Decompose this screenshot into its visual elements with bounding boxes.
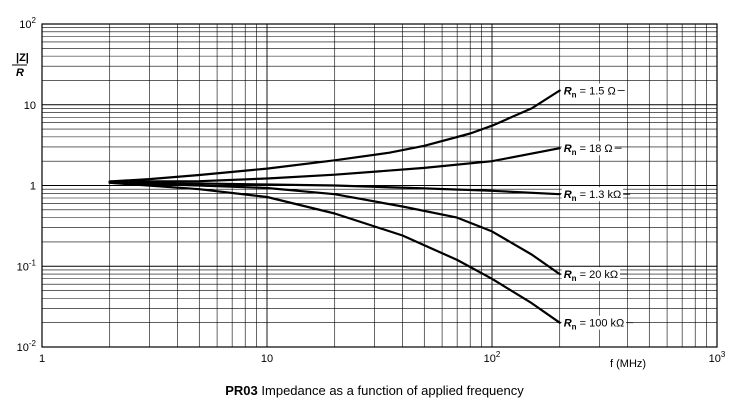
series-label: Rn = 18 Ω [561,141,622,157]
chart-caption: PR03 Impedance as a function of applied … [0,383,749,398]
series-line [108,181,561,324]
plot-frame [41,23,718,348]
series-label-background [561,187,624,202]
series-label: Rn = 1.5 Ω [561,83,625,100]
grid-layer [41,24,717,348]
series-label-background [561,267,621,282]
series-label-text: Rn = 100 kΩ [564,318,625,332]
series-label-text: Rn = 20 kΩ [564,269,618,283]
x-tick-label: 102 [484,350,501,365]
series-label: Rn = 100 kΩ [561,315,634,332]
series-line [108,181,561,196]
y-tick-label: 10-1 [17,258,37,273]
y-tick-label: 1 [30,181,36,193]
series-label-background [561,83,618,98]
y-tick-label: 102 [19,16,36,31]
caption-text: Impedance as a function of applied frequ… [257,383,524,398]
series-label: Rn = 1.3 kΩ [561,187,631,203]
series-label-background [561,315,627,330]
series-layer [108,89,561,324]
series-line [108,181,561,276]
x-tick-label: 10 [261,353,273,365]
x-tick-label: 103 [709,350,726,365]
tick-labels: 1 10 102 103 10-2 10-1 1 10 102 [17,16,726,365]
axis-labels: |Z| R f (MHz) [12,52,646,370]
caption-code: PR03 [225,383,258,398]
y-tick-label: 10 [24,100,36,112]
series-label-text: Rn = 18 Ω [564,143,613,157]
x-axis-label: f (MHz) [610,358,646,370]
series-line [108,147,561,183]
series-labels: Rn = 1.5 Ω Rn = 18 Ω Rn = 1.3 kΩ Rn = 20 kΩ… [561,83,634,332]
series-label-background [561,141,615,156]
x-tick-label: 1 [39,353,45,365]
y-axis-label-numerator: |Z| [16,52,29,64]
series-label-text: Rn = 1.5 Ω [564,86,616,100]
series-line [108,89,561,183]
y-axis-label-denominator: R [16,67,24,79]
y-tick-label: 10-2 [17,339,37,354]
series-label-text: Rn = 1.3 kΩ [564,189,621,203]
series-label: Rn = 20 kΩ [561,267,628,283]
plot-border [41,23,718,348]
